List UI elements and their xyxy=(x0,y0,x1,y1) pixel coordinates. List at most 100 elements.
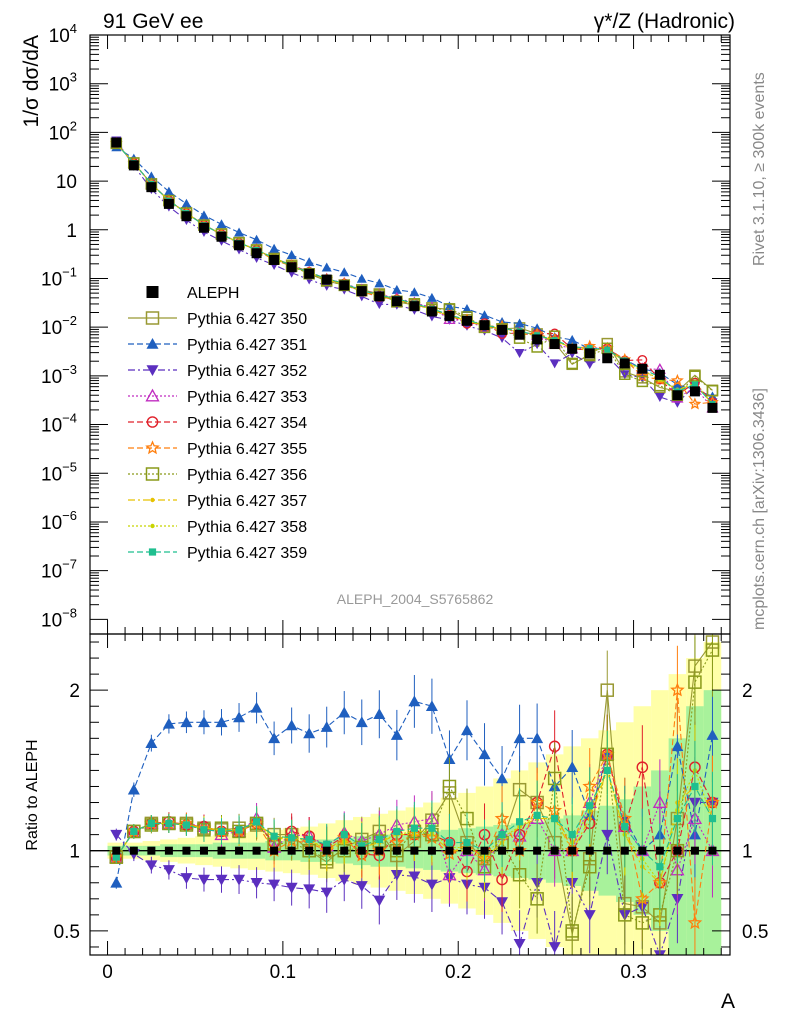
data-point xyxy=(672,390,683,401)
ratio-point xyxy=(460,724,473,736)
main-ylabel: 1/σ dσ/dA xyxy=(20,35,43,127)
data-point xyxy=(286,262,297,273)
ratio-panel: 0.5 0.5 1 1 2 2 0 0.1 0.2 0.3 xyxy=(54,633,768,983)
ratio-data-point xyxy=(305,846,314,855)
main-point xyxy=(670,373,684,386)
ratio-point xyxy=(303,884,316,896)
rivet-label: Rivet 3.1.10, ≥ 300k events xyxy=(751,72,768,266)
ratio-data-point xyxy=(690,846,699,855)
ratio-point xyxy=(706,729,719,740)
ratio-point xyxy=(147,819,155,827)
ratio-point xyxy=(145,737,158,748)
main-point xyxy=(514,349,525,359)
data-point xyxy=(689,386,700,397)
ratio-data-point xyxy=(427,846,436,855)
main-point xyxy=(672,398,683,408)
ratio-data-point xyxy=(252,846,261,855)
ratio-data-point xyxy=(445,846,454,855)
ratio-data-point xyxy=(112,846,121,855)
ratio-point xyxy=(112,853,120,861)
ratio-point xyxy=(250,701,263,713)
main-point xyxy=(604,346,611,353)
ratio-point xyxy=(180,873,193,884)
ratio-point xyxy=(498,831,506,839)
data-point xyxy=(198,222,209,233)
ratio-y-tick-label: 1 xyxy=(69,842,80,863)
main-point xyxy=(479,310,490,320)
ratio-data-point xyxy=(199,846,208,855)
ratio-point xyxy=(618,908,632,922)
ratio-data-point xyxy=(270,846,279,855)
data-point xyxy=(637,363,648,374)
ratio-point xyxy=(215,716,228,728)
ratio-point xyxy=(338,706,351,718)
y-tick-label: 102 xyxy=(49,118,77,144)
ratio-point xyxy=(691,782,699,791)
ratio-point xyxy=(252,818,261,826)
main-point xyxy=(163,186,174,196)
ratio-point xyxy=(425,879,438,891)
data-point xyxy=(234,240,245,251)
ratio-point xyxy=(582,859,597,874)
y-tick-label: 10−6 xyxy=(41,508,77,534)
ratio-point xyxy=(708,814,717,823)
y-tick-label: 10−2 xyxy=(41,313,77,339)
ratio-data-point xyxy=(673,846,682,855)
ratio-y-tick-label: 2 xyxy=(69,681,80,702)
ratio-point xyxy=(180,716,193,728)
main-point xyxy=(688,397,702,410)
data-point xyxy=(549,339,560,350)
ratio-data-point xyxy=(498,846,507,855)
main-point xyxy=(584,360,595,370)
ratio-frame xyxy=(89,633,731,956)
ratio-point xyxy=(533,811,541,819)
ratio-point xyxy=(268,732,281,744)
ratio-point xyxy=(162,717,175,729)
x-tick-label: 0.1 xyxy=(270,962,296,983)
main-point xyxy=(619,368,631,380)
main-point xyxy=(672,379,683,389)
ratio-series-line xyxy=(115,768,714,885)
main-point xyxy=(251,234,262,244)
legend-marker xyxy=(145,467,160,481)
main-point xyxy=(691,381,698,388)
legend-item: Pythia 6.427 353 xyxy=(128,388,307,406)
ratio-series-line xyxy=(115,768,713,868)
ratio-point xyxy=(442,779,457,794)
ratio-point xyxy=(410,824,418,832)
ratio-point xyxy=(656,863,664,871)
ratio-data-point xyxy=(392,846,401,855)
ratio-point xyxy=(197,716,210,728)
ratio-point xyxy=(358,842,366,850)
ratio-point xyxy=(288,834,296,842)
main-point xyxy=(636,375,649,388)
y-tick-label: 10−5 xyxy=(41,459,77,485)
legend-marker xyxy=(146,338,159,349)
ratio-data-point xyxy=(287,846,296,855)
legend-item: ALEPH xyxy=(146,285,239,302)
ratio-point xyxy=(600,683,615,697)
ratio-point xyxy=(568,831,576,839)
data-point xyxy=(479,320,490,331)
main-frame xyxy=(89,34,731,635)
ratio-ylabel: Ratio to ALEPH xyxy=(24,739,41,850)
ratio-point xyxy=(445,839,454,847)
y-tick-label: 10−7 xyxy=(41,557,77,583)
main-point xyxy=(339,267,350,277)
ratio-data-point xyxy=(638,846,647,855)
ratio-point xyxy=(375,835,383,844)
ratio-point xyxy=(200,826,208,834)
ratio-data-series xyxy=(112,846,717,855)
x-tick-label: 0.2 xyxy=(445,962,471,983)
ratio-point xyxy=(673,814,681,823)
ratio-point xyxy=(285,882,298,894)
ratio-point xyxy=(551,814,559,823)
main-point xyxy=(706,384,719,397)
ratio-point xyxy=(688,675,702,689)
ratio-point xyxy=(355,716,368,728)
ratio-data-point xyxy=(620,846,629,855)
ratio-point xyxy=(340,831,348,839)
channel-label: γ*/Z (Hadronic) xyxy=(594,10,735,33)
ratio-point xyxy=(566,761,579,773)
